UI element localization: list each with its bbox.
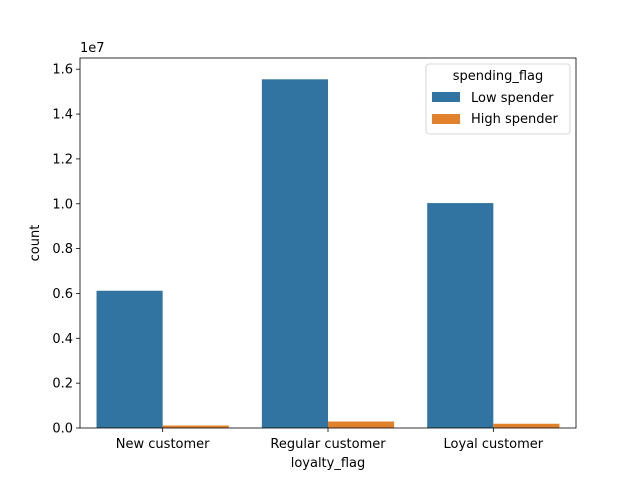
- y-tick-label: 0.6: [52, 287, 73, 302]
- bar-new-customer-low-spender: [96, 290, 163, 428]
- bar-regular-customer-high-spender: [328, 421, 395, 428]
- legend-label-high-spender: High spender: [471, 112, 559, 127]
- bar-regular-customer-low-spender: [261, 79, 328, 429]
- x-axis-label: loyalty_flag: [291, 456, 366, 471]
- legend-title: spending_flag: [453, 69, 544, 84]
- legend-frame: [425, 63, 571, 135]
- y-tick-label: 1.2: [52, 152, 73, 167]
- y-tick-label: 1.0: [52, 197, 73, 212]
- x-tick-label-new-customer: New customer: [116, 437, 210, 452]
- x-tick-label-loyal-customer: Loyal customer: [444, 437, 544, 452]
- plot-frame: [79, 57, 577, 429]
- y-tick-label: 0.0: [52, 422, 73, 437]
- y-axis-label: count: [28, 225, 43, 262]
- y-tick-label: 1.6: [52, 63, 73, 78]
- y-tick-label: 1.4: [52, 108, 73, 123]
- x-tick-label-regular-customer: Regular customer: [270, 437, 386, 452]
- legend-swatch-low-spender: [432, 92, 460, 102]
- bar-loyal-customer-high-spender: [493, 423, 560, 428]
- y-tick-label: 0.4: [52, 332, 73, 347]
- bars-layer: [96, 79, 560, 429]
- x-axis-ticks: New customer Regular customer Loyal custom…: [116, 428, 544, 452]
- bar-loyal-customer-low-spender: [427, 203, 494, 428]
- y-axis-ticks: 0.0 0.2 0.4 0.6 0.8 1.0 1.2 1.4 1.6: [52, 63, 80, 437]
- y-tick-label: 0.2: [52, 377, 73, 392]
- legend: spending_flag Low spender High spender: [425, 63, 571, 135]
- bar-new-customer-high-spender: [162, 425, 229, 428]
- y-tick-label: 0.8: [52, 242, 73, 257]
- y-axis-offset-label: 1e7: [80, 41, 105, 56]
- legend-swatch-high-spender: [432, 114, 460, 124]
- legend-label-low-spender: Low spender: [471, 91, 554, 106]
